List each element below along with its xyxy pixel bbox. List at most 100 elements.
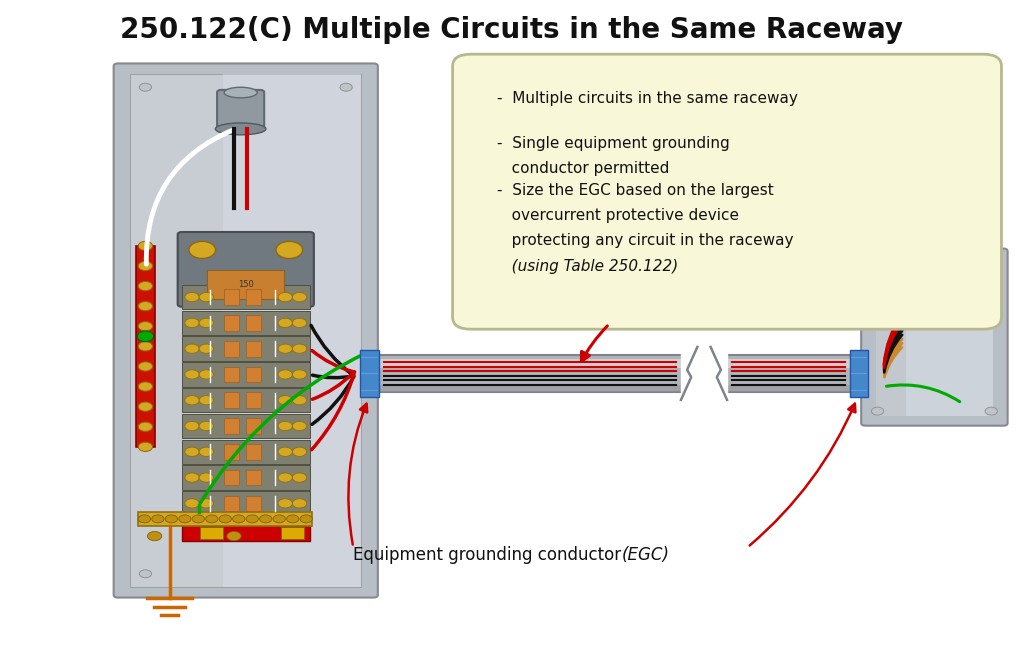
Bar	[246, 444, 261, 459]
Circle shape	[138, 322, 153, 331]
Circle shape	[287, 515, 299, 523]
Circle shape	[199, 292, 214, 301]
Circle shape	[152, 515, 164, 523]
Circle shape	[293, 395, 307, 405]
Circle shape	[184, 447, 199, 456]
Bar	[182, 362, 309, 387]
Text: Equipment grounding conductor: Equipment grounding conductor	[353, 546, 627, 564]
Bar	[182, 491, 309, 516]
FancyBboxPatch shape	[453, 54, 1001, 329]
Circle shape	[293, 422, 307, 431]
Circle shape	[871, 259, 884, 267]
FancyBboxPatch shape	[114, 63, 378, 598]
Ellipse shape	[224, 87, 257, 98]
Circle shape	[199, 473, 214, 483]
Bar	[138, 512, 312, 526]
Circle shape	[199, 395, 214, 405]
Bar	[224, 418, 240, 434]
Circle shape	[293, 318, 307, 327]
Circle shape	[138, 382, 153, 391]
Circle shape	[227, 531, 242, 541]
FancyBboxPatch shape	[178, 232, 313, 307]
Bar	[281, 527, 303, 539]
Bar	[246, 367, 261, 382]
Circle shape	[199, 447, 214, 456]
Circle shape	[184, 498, 199, 508]
Bar	[224, 290, 240, 305]
Circle shape	[871, 407, 884, 415]
Circle shape	[985, 407, 997, 415]
Text: (EGC): (EGC)	[622, 546, 670, 564]
Circle shape	[300, 515, 312, 523]
Circle shape	[138, 515, 151, 523]
Circle shape	[293, 369, 307, 379]
Circle shape	[293, 473, 307, 483]
Bar	[200, 527, 222, 539]
Bar	[222, 74, 361, 587]
Bar	[224, 393, 240, 408]
FancyBboxPatch shape	[217, 90, 264, 132]
Text: 150: 150	[238, 280, 254, 289]
Bar	[224, 470, 240, 485]
Circle shape	[985, 259, 997, 267]
Circle shape	[278, 318, 293, 327]
Circle shape	[139, 83, 152, 91]
Bar	[207, 270, 284, 299]
Circle shape	[278, 473, 293, 483]
Circle shape	[278, 344, 293, 353]
Circle shape	[184, 422, 199, 431]
Circle shape	[184, 292, 199, 301]
Bar	[246, 496, 261, 511]
Text: 250.122(C) Multiple Circuits in the Same Raceway: 250.122(C) Multiple Circuits in the Same…	[121, 16, 903, 44]
Circle shape	[139, 570, 152, 578]
Bar	[876, 258, 993, 416]
Circle shape	[138, 282, 153, 291]
Circle shape	[206, 515, 218, 523]
Bar	[364, 359, 865, 368]
Circle shape	[138, 442, 153, 451]
Bar	[182, 525, 309, 541]
Circle shape	[138, 342, 153, 351]
Circle shape	[138, 301, 153, 311]
Bar	[182, 465, 309, 490]
Circle shape	[278, 369, 293, 379]
Bar	[246, 393, 261, 408]
Bar	[136, 246, 155, 447]
Circle shape	[293, 498, 307, 508]
Text: -  Single equipment grounding: - Single equipment grounding	[497, 136, 729, 151]
Circle shape	[137, 331, 154, 342]
Ellipse shape	[215, 123, 266, 135]
Bar	[182, 388, 309, 412]
Bar	[182, 336, 309, 361]
Circle shape	[278, 292, 293, 301]
Bar	[246, 418, 261, 434]
Circle shape	[138, 402, 153, 411]
Text: overcurrent protective device: overcurrent protective device	[497, 208, 738, 223]
Circle shape	[184, 318, 199, 327]
Circle shape	[246, 515, 258, 523]
Text: (using Table 250.122): (using Table 250.122)	[497, 258, 678, 274]
Text: conductor permitted: conductor permitted	[497, 161, 669, 176]
Circle shape	[184, 395, 199, 405]
Bar	[906, 258, 993, 416]
Text: protecting any circuit in the raceway: protecting any circuit in the raceway	[497, 233, 794, 249]
Bar	[246, 341, 261, 356]
Circle shape	[184, 344, 199, 353]
Circle shape	[138, 241, 153, 251]
Bar	[182, 311, 309, 335]
Circle shape	[199, 344, 214, 353]
Bar	[364, 355, 865, 392]
Circle shape	[199, 498, 214, 508]
Bar	[182, 440, 309, 464]
Bar	[224, 496, 240, 511]
Circle shape	[273, 515, 286, 523]
Bar	[130, 74, 361, 587]
Circle shape	[293, 447, 307, 456]
Circle shape	[293, 344, 307, 353]
Text: -  Size the EGC based on the largest: - Size the EGC based on the largest	[497, 183, 773, 198]
Circle shape	[193, 515, 205, 523]
Bar	[224, 367, 240, 382]
Bar	[182, 285, 309, 309]
Bar	[850, 350, 868, 397]
Bar	[182, 414, 309, 438]
